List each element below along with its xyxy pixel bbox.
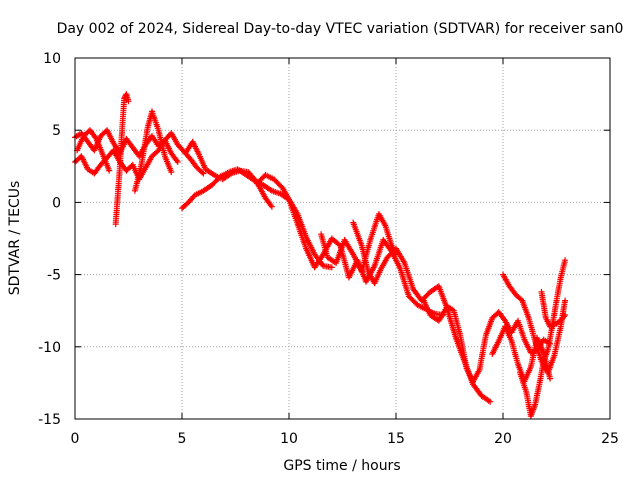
x-tick-label: 25 (601, 431, 619, 447)
data-layer (72, 91, 569, 420)
y-tick-label: 10 (43, 51, 61, 67)
x-tick-label: 20 (494, 431, 512, 447)
y-tick-label: -10 (38, 340, 61, 356)
data-points (420, 297, 554, 385)
data-points (538, 288, 569, 330)
y-tick-label: -15 (38, 412, 61, 428)
plot-frame (74, 57, 611, 420)
y-tick-label: 5 (52, 123, 61, 139)
series-s4 (112, 91, 132, 228)
data-points (74, 127, 113, 174)
series-s3 (74, 127, 113, 174)
x-tick-label: 15 (387, 431, 405, 447)
x-tick-label: 0 (71, 431, 80, 447)
y-axis-label: SDTVAR / TECUs (7, 181, 23, 296)
data-points (131, 108, 175, 194)
series-s15 (538, 288, 569, 330)
x-axis-label: GPS time / hours (283, 458, 400, 474)
x-tick-label: 5 (178, 431, 187, 447)
data-points (112, 91, 132, 228)
y-tick-label: 0 (52, 195, 61, 211)
series-s5 (131, 108, 175, 194)
y-tick-label: -5 (47, 268, 61, 284)
series-s11 (420, 297, 554, 385)
x-tick-label: 10 (280, 431, 298, 447)
axis-layer: 0 5 10 15 20 25 10 5 0 -5 -10 -15 (38, 51, 619, 447)
grid-layer (75, 58, 610, 419)
chart-title: Day 002 of 2024, Sidereal Day-to-day VTE… (57, 21, 624, 37)
